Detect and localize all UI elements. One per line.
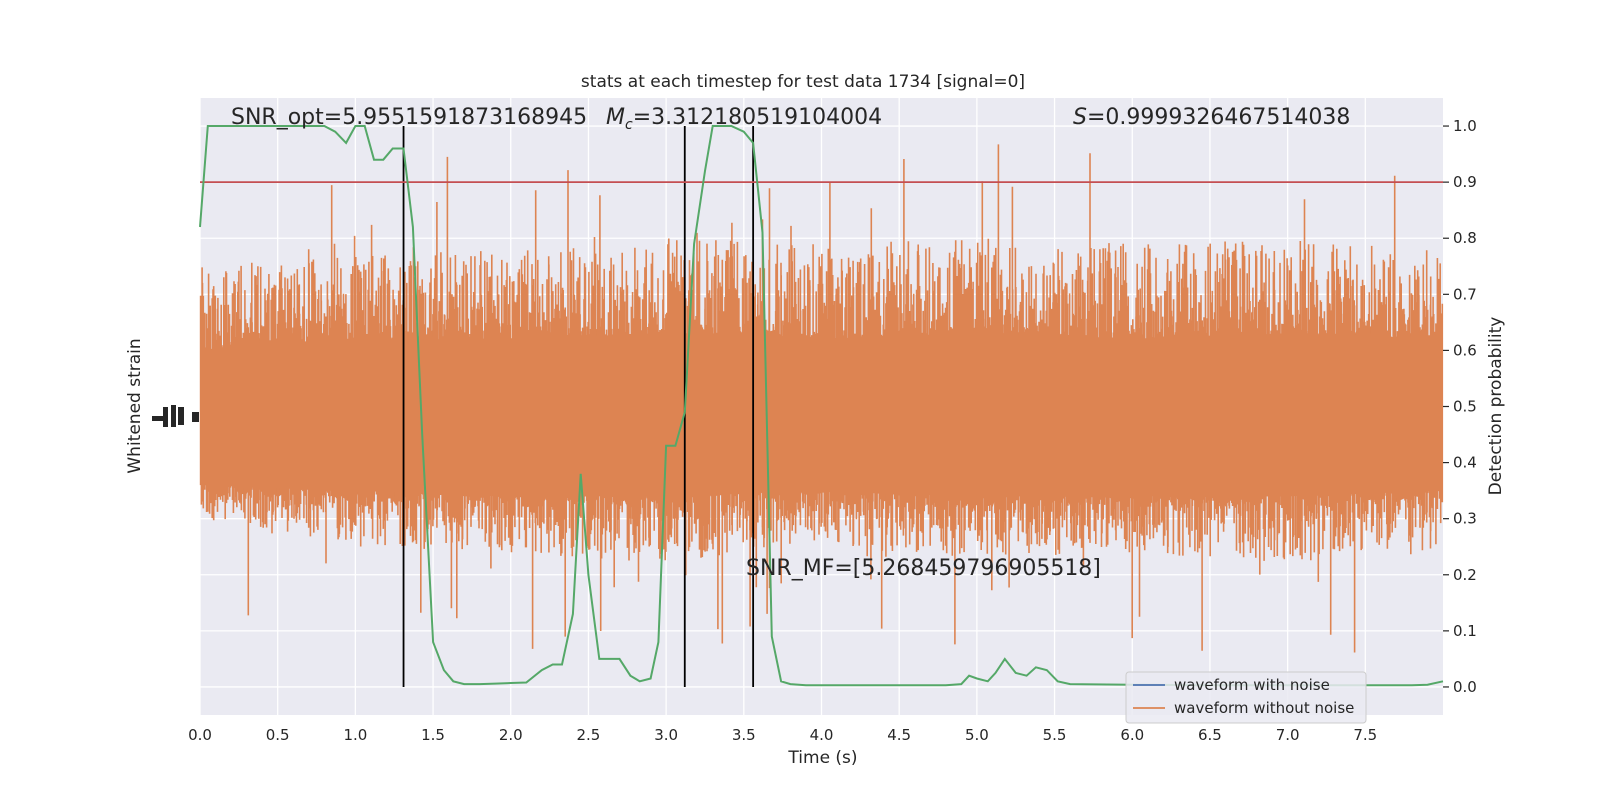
x-tick-label: 0.0 xyxy=(188,726,212,744)
y-axis-right-ticks: 0.0 0.1 0.2 0.3 0.4 0.5 0.6 0.7 0.8 0.9 1.0 xyxy=(1443,117,1477,696)
y-tick-label: 0.4 xyxy=(1453,454,1477,472)
y-tick-label: 0.7 xyxy=(1453,285,1477,303)
x-tick-label: 1.0 xyxy=(343,726,367,744)
x-tick-label: 1.5 xyxy=(421,726,445,744)
x-tick-label: 3.5 xyxy=(732,726,756,744)
y-tick-label: 0.3 xyxy=(1453,510,1477,528)
y-tick-label: 0.8 xyxy=(1453,229,1477,247)
x-tick-label: 6.5 xyxy=(1198,726,1222,744)
snr-opt-annotation: SNR_opt=5.9551591873168945 xyxy=(231,105,587,130)
legend-box xyxy=(1125,671,1367,724)
x-tick-label: 5.0 xyxy=(965,726,989,744)
s-annotation: S=0.9999326467514038 xyxy=(1073,105,1350,130)
x-tick-label: 4.0 xyxy=(810,726,834,744)
x-axis-ticks: 0.0 0.5 1.0 1.5 2.0 2.5 3.0 3.5 4.0 4.5 5.0 5.5 6.0 6… xyxy=(188,726,1377,744)
x-tick-label: 4.5 xyxy=(887,726,911,744)
x-axis-label: Time (s) xyxy=(787,748,857,768)
y-axis-left-label: Whitened strain xyxy=(125,338,145,473)
legend-label-noise: waveform with noise xyxy=(1174,676,1330,694)
detection-probability-series xyxy=(199,125,1444,687)
x-tick-label: 0.5 xyxy=(266,726,290,744)
y-tick-label: 0.9 xyxy=(1453,173,1477,191)
y-tick-label: 0.5 xyxy=(1453,398,1477,416)
detection-probability-line xyxy=(199,125,1444,687)
x-tick-label: 2.0 xyxy=(499,726,523,744)
x-tick-label: 7.5 xyxy=(1353,726,1377,744)
legend-label-clean: waveform without noise xyxy=(1174,699,1354,717)
y-tick-label: 0.0 xyxy=(1453,678,1477,696)
chart-title: stats at each timestep for test data 173… xyxy=(581,72,1025,92)
x-tick-label: 2.5 xyxy=(577,726,601,744)
y-tick-label: 0.6 xyxy=(1453,341,1477,359)
snr-mf-annotation: SNR_MF=[5.268459796905518] xyxy=(746,556,1101,581)
legend: waveform with noise waveform without noi… xyxy=(1125,671,1367,724)
x-tick-label: 6.0 xyxy=(1120,726,1144,744)
x-tick-label: 5.5 xyxy=(1043,726,1067,744)
y-tick-label: 1.0 xyxy=(1453,117,1477,135)
x-tick-label: 3.0 xyxy=(654,726,678,744)
mc-annotation: Mc=3.312180519104004 xyxy=(606,105,882,133)
y-axis-right-label: Detection probability xyxy=(1486,317,1506,496)
y-tick-label: 0.1 xyxy=(1453,622,1477,640)
x-tick-label: 7.0 xyxy=(1276,726,1300,744)
left-tick-blob xyxy=(152,405,199,427)
y-tick-label: 0.2 xyxy=(1453,566,1477,584)
